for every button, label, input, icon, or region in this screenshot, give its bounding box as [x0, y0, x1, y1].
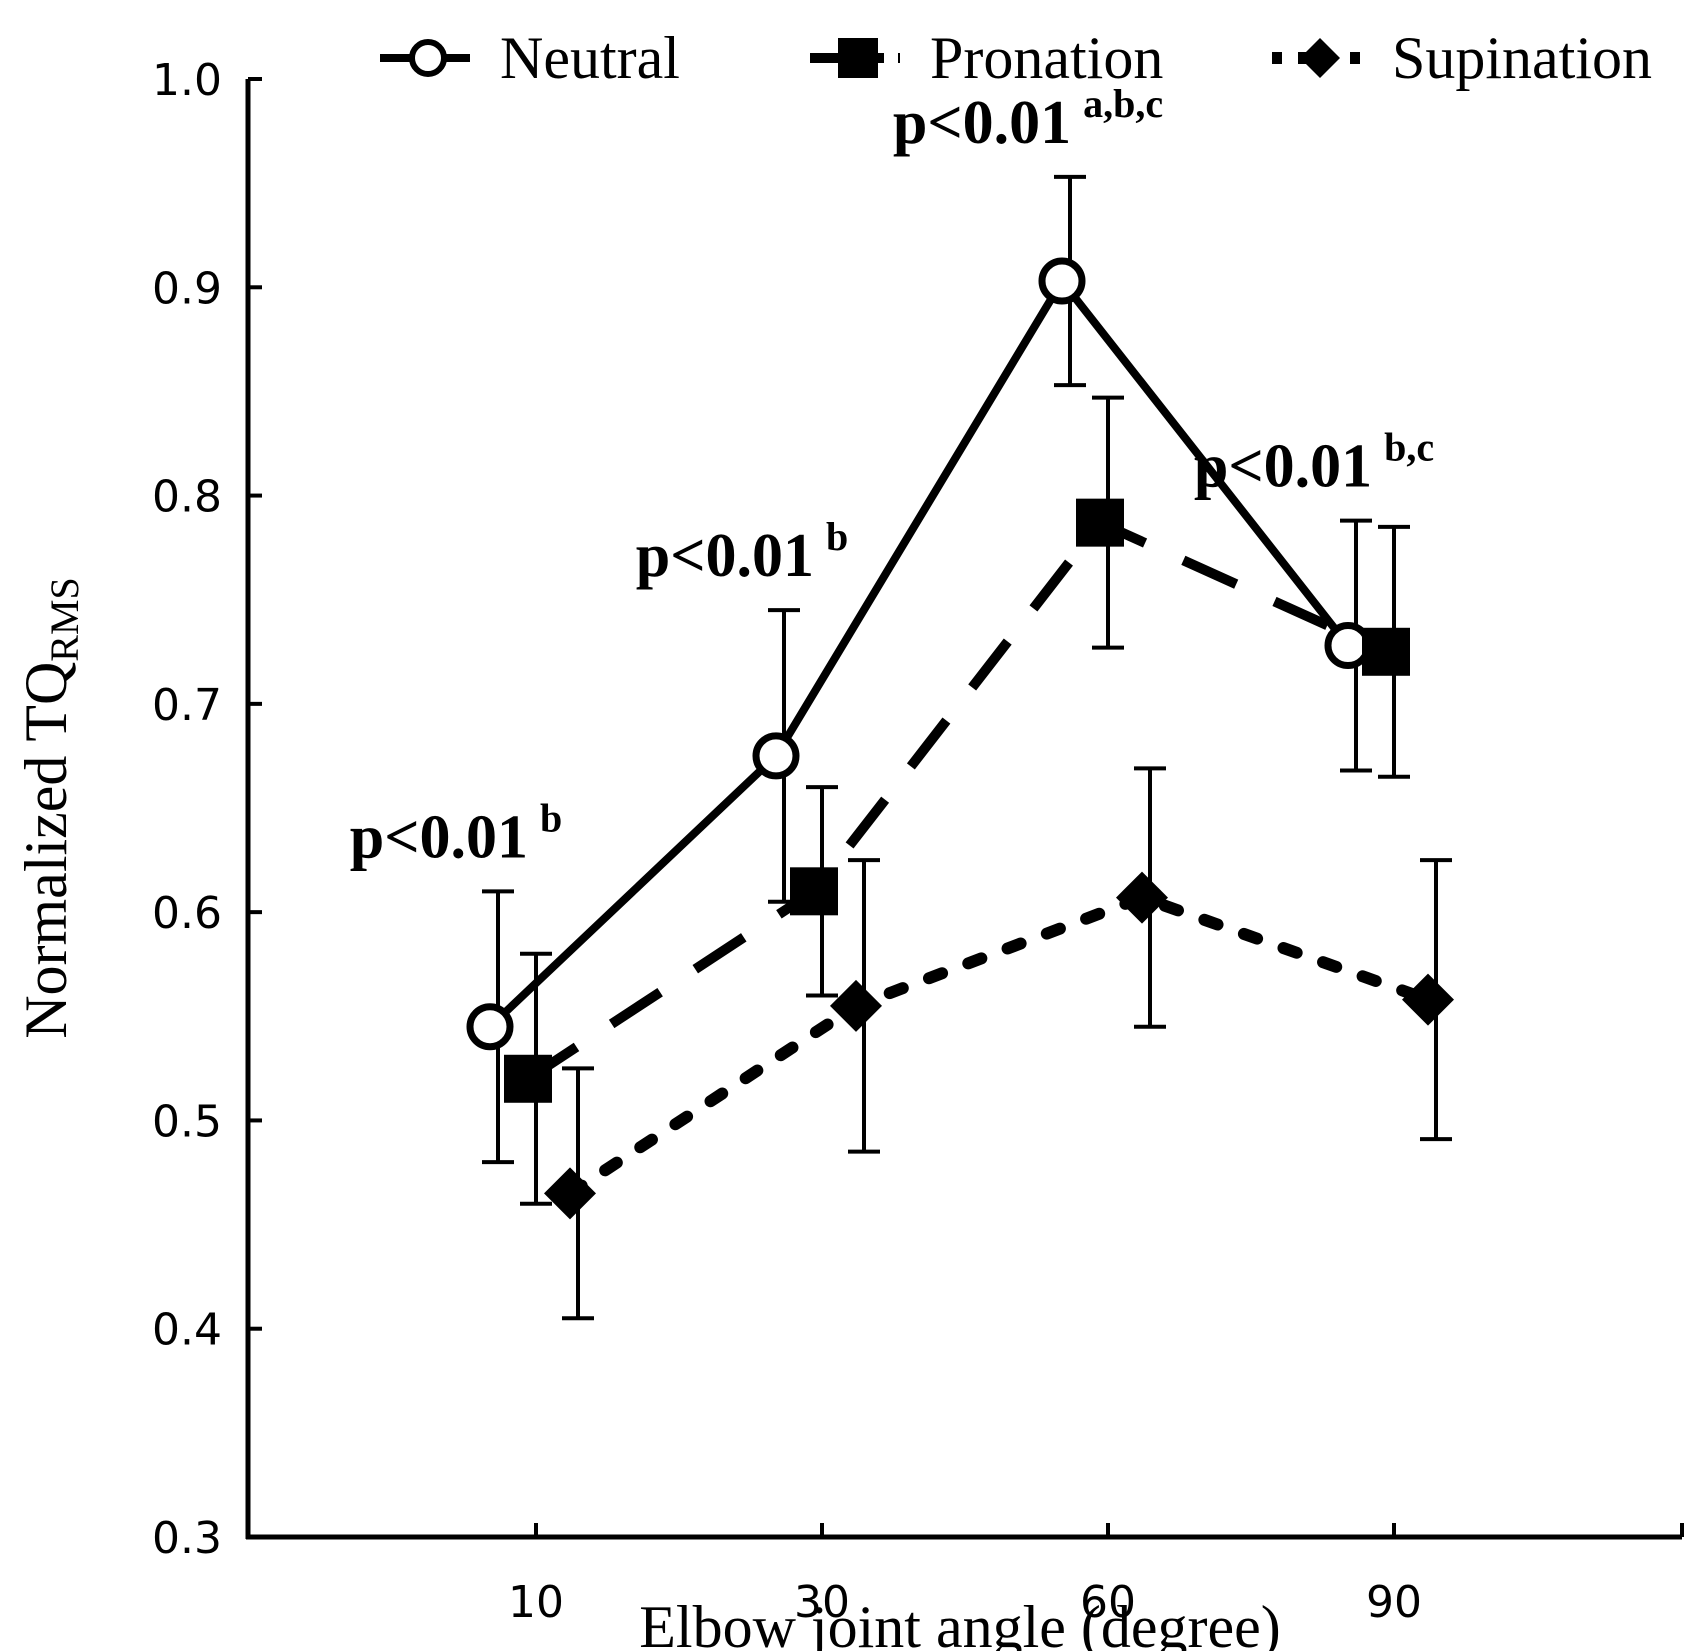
annotation-text: p<0.01	[636, 522, 814, 590]
series-pronation	[504, 395, 1410, 1206]
data-point-diamond	[1116, 871, 1168, 924]
annotation-text: p<0.01	[350, 803, 528, 871]
legend-item-neutral: Neutral	[380, 25, 680, 91]
legend-label: Supination	[1392, 25, 1652, 91]
legend-item-supination: Supination	[1272, 25, 1652, 91]
legend-label: Pronation	[930, 25, 1163, 91]
y-axis-label: Normalized TQRMS	[13, 577, 87, 1039]
data-point-square	[504, 1054, 552, 1103]
legend-item-pronation: Pronation	[810, 25, 1163, 91]
y-axis-label-main: Normalized TQ	[13, 662, 79, 1039]
axes	[245, 79, 1684, 1540]
x-tick-label: 10	[508, 1577, 564, 1628]
legend-marker-circle	[409, 39, 447, 77]
y-tick-label: 0.6	[152, 888, 222, 939]
x-tick-label: 30	[794, 1577, 850, 1628]
series-line	[487, 277, 1352, 1030]
significance-annotation: p<0.01 a,b,c	[893, 81, 1163, 157]
series-line	[525, 517, 1389, 1083]
y-tick-label: 0.9	[152, 263, 222, 314]
data-point-square	[1076, 498, 1124, 547]
y-axis-label-sub: RMS	[42, 577, 87, 662]
y-tick-label: 0.3	[152, 1513, 222, 1564]
y-tick-label: 0.5	[152, 1096, 222, 1147]
x-axis-label: Elbow joint angle (degree)	[639, 1594, 1280, 1651]
data-point-circle	[752, 732, 800, 780]
significance-annotation: p<0.01 b	[350, 795, 563, 871]
significance-annotation: p<0.01 b,c	[1194, 425, 1434, 501]
series-layer	[466, 174, 1454, 1321]
series-supination	[544, 766, 1454, 1321]
data-point-circle	[466, 1003, 514, 1051]
data-point-circle	[1038, 257, 1086, 305]
annotation-superscript: b,c	[1384, 425, 1434, 470]
y-tick-label: 1.0	[152, 55, 222, 106]
annotation-superscript: b	[826, 514, 848, 559]
y-tick-label: 0.4	[152, 1305, 222, 1356]
annotation-text: p<0.01	[893, 89, 1071, 157]
annotation-text: p<0.01	[1194, 433, 1372, 501]
x-tick-label: 90	[1366, 1577, 1422, 1628]
data-point-diamond	[1402, 973, 1454, 1026]
axis-ticks: 0.3 0.4 0.5 0.6 0.7 0.8 0.9 1.0 10 30 60 90	[152, 55, 1422, 1628]
legend-marker-square	[838, 38, 878, 78]
annotation-superscript: a,b,c	[1083, 81, 1163, 126]
legend-marker-diamond	[1300, 38, 1340, 78]
annotation-superscript: b	[540, 795, 562, 840]
series-neutral	[466, 174, 1372, 1165]
legend: Neutral Pronation Supination	[380, 25, 1652, 91]
data-point-diamond	[830, 979, 882, 1032]
annotations: p<0.01 b p<0.01 b p<0.01 a,b,c p<0.01 b,c	[350, 81, 1434, 871]
data-point-diamond	[544, 1167, 596, 1220]
data-point-square	[790, 867, 838, 916]
series-line	[564, 891, 1434, 1200]
y-tick-label: 0.7	[152, 680, 222, 731]
significance-annotation: p<0.01 b	[636, 514, 849, 590]
y-tick-label: 0.8	[152, 472, 222, 523]
legend-label: Neutral	[500, 25, 680, 91]
data-point-square	[1362, 627, 1410, 676]
x-tick-label: 60	[1080, 1577, 1136, 1628]
